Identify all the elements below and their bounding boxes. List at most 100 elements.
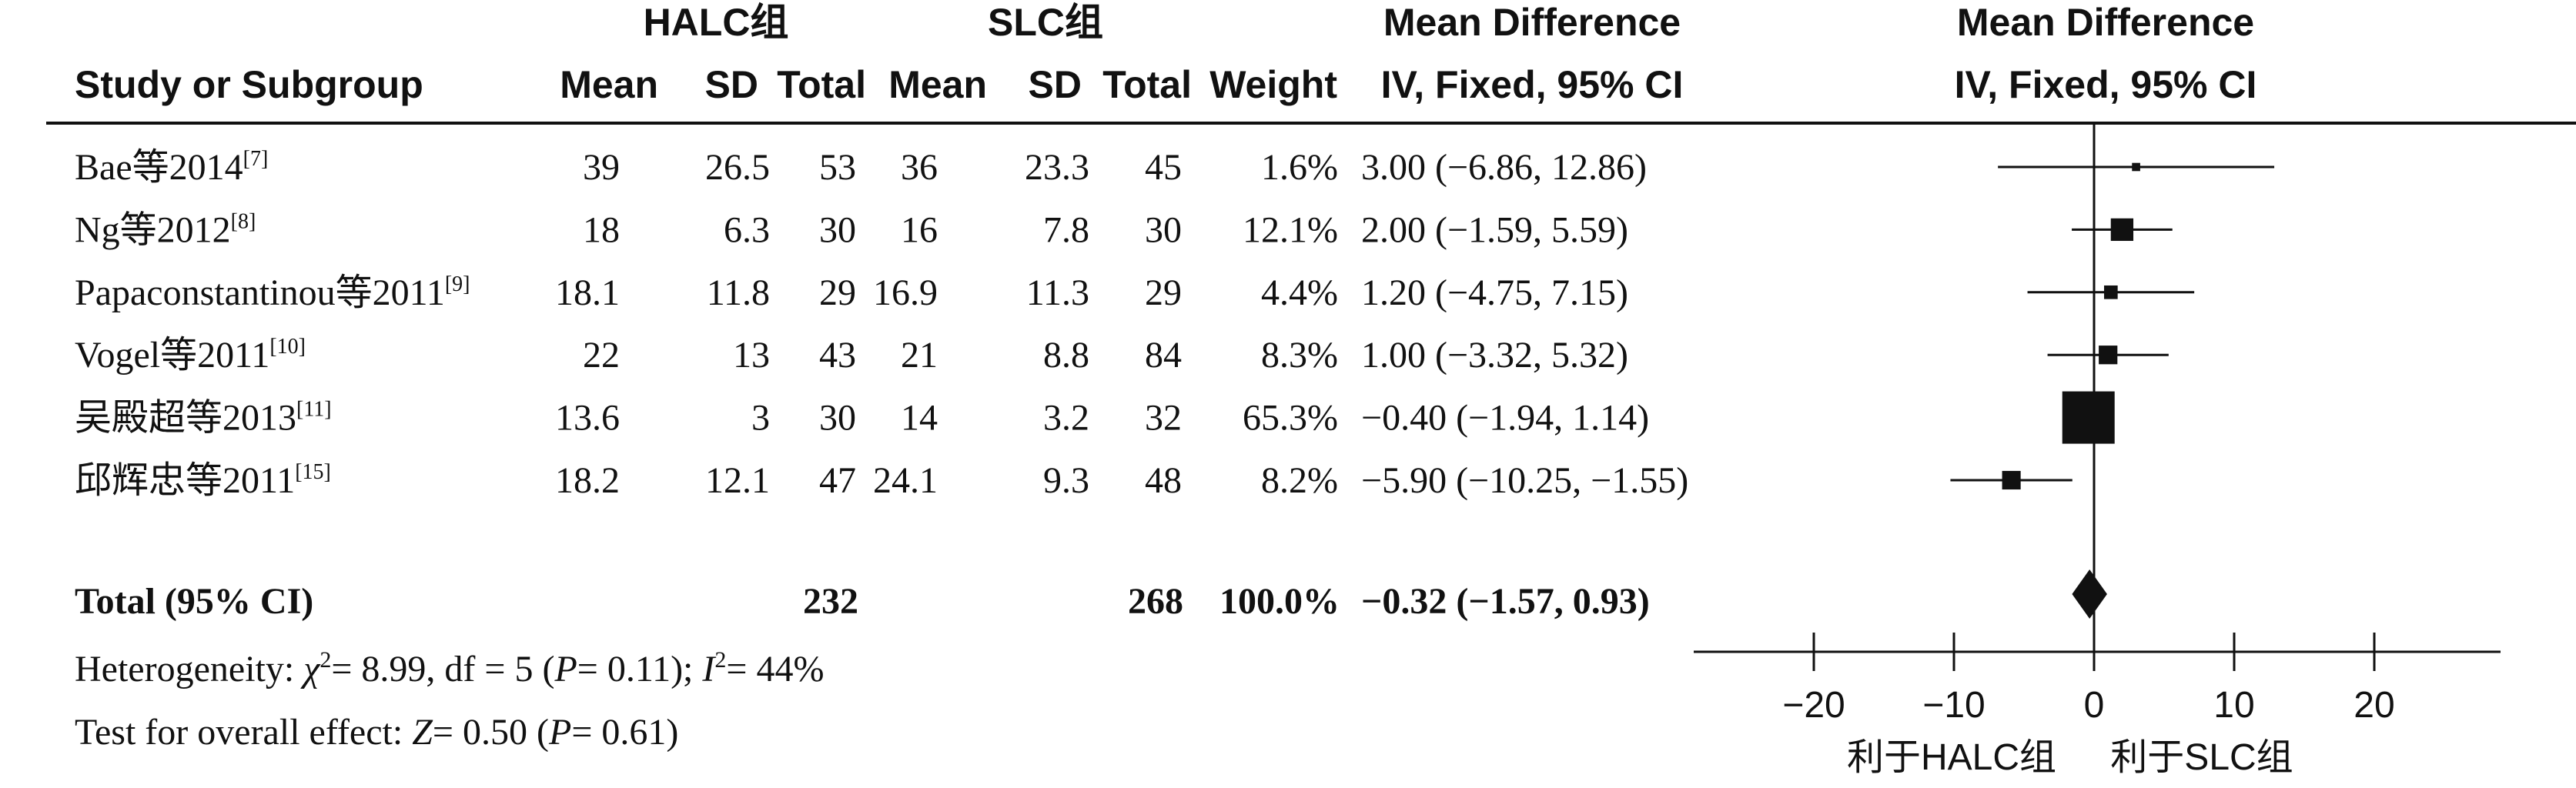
favours-left-label: 利于HALC组: [1847, 737, 2056, 778]
total-label: Total (95% CI): [75, 581, 313, 622]
sd-slc: 9.3: [1043, 460, 1089, 501]
total-slc: 29: [1145, 272, 1182, 313]
col-header-md-ci: IV, Fixed, 95% CI: [1381, 63, 1684, 106]
sd-halc: 6.3: [724, 209, 770, 250]
plot-header-line1: Mean Difference: [1957, 1, 2254, 44]
total-halc: 29: [819, 272, 856, 313]
mean-difference-ci: −5.90 (−10.25, −1.55): [1361, 460, 1688, 501]
sd-halc: 3: [751, 398, 770, 439]
weight: 4.4%: [1261, 272, 1338, 313]
point-estimate: [2104, 285, 2118, 299]
table-row: 邱辉忠等2011[15] 18.2 12.1 47 24.1 9.3 48 8.2% −5.90…: [75, 460, 1688, 501]
md-header-line1: Mean Difference: [1383, 1, 1681, 44]
table-row: Bae等2014[7] 39 26.5 53 36 23.3 45 1.6% 3.00 (−6.…: [75, 147, 1647, 188]
col-header-total2: Total: [1102, 63, 1192, 106]
heterogeneity-text: Heterogeneity: χ2= 8.99, df = 5 (P= 0.11…: [75, 647, 824, 690]
total-row: Total (95% CI) 232 268 100.0% −0.32 (−1.…: [75, 581, 1650, 622]
study-estimate: [2027, 285, 2195, 299]
weight: 65.3%: [1243, 398, 1338, 439]
mean-difference-ci: 3.00 (−6.86, 12.86): [1361, 147, 1647, 188]
total-slc: 45: [1145, 147, 1182, 188]
mean-halc: 18: [583, 209, 620, 250]
study-name: 吴殿超等2013[11]: [75, 398, 332, 439]
total-slc: 84: [1145, 335, 1182, 376]
sd-slc: 11.3: [1026, 272, 1089, 313]
mean-slc: 16: [901, 209, 938, 250]
total-slc: 48: [1145, 460, 1182, 501]
point-estimate: [2062, 391, 2115, 444]
sd-slc: 23.3: [1025, 147, 1089, 188]
table-row: Papaconstantinou等2011[9] 18.1 11.8 29 16.9 11…: [75, 272, 1628, 313]
plot-header-line2: IV, Fixed, 95% CI: [1955, 63, 2257, 106]
mean-halc: 39: [583, 147, 620, 188]
mean-slc: 16.9: [873, 272, 938, 313]
study-estimate: [2047, 346, 2169, 365]
total-slc: 30: [1145, 209, 1182, 250]
mean-difference-ci: 2.00 (−1.59, 5.59): [1361, 209, 1628, 250]
sd-slc: 8.8: [1043, 335, 1089, 376]
study-estimate: [1950, 470, 2073, 490]
study-name: 邱辉忠等2011[15]: [75, 460, 331, 501]
table-row: Vogel等2011[10] 22 13 43 21 8.8 84 8.3% 1.00 (−3.…: [75, 335, 1628, 376]
study-name: Papaconstantinou等2011[9]: [75, 272, 470, 313]
x-tick-label: 20: [2354, 685, 2394, 726]
total-halc: 30: [819, 209, 856, 250]
mean-slc: 14: [901, 398, 938, 439]
group-header-halc: HALC组: [644, 1, 789, 44]
sd-halc: 11.8: [707, 272, 770, 313]
study-estimate: [2062, 391, 2115, 444]
mean-halc: 18.1: [555, 272, 620, 313]
plot-marks: [1950, 162, 2275, 490]
mean-difference-ci: −0.40 (−1.94, 1.14): [1361, 398, 1649, 439]
mean-halc: 13.6: [555, 398, 620, 439]
mean-slc: 24.1: [873, 460, 938, 501]
study-estimate: [2072, 218, 2173, 242]
overall-effect-text: Test for overall effect: Z= 0.50 (P= 0.6…: [75, 712, 678, 753]
group-header-slc: SLC组: [988, 1, 1103, 44]
col-header-weight: Weight: [1209, 63, 1337, 106]
sd-slc: 7.8: [1043, 209, 1089, 250]
mean-difference-ci: 1.00 (−3.32, 5.32): [1361, 335, 1628, 376]
table-row: Ng等2012[8] 18 6.3 30 16 7.8 30 12.1% 2.00 (−1.59…: [75, 209, 1628, 250]
x-tick-label: −10: [1922, 685, 1985, 726]
study-name: Ng等2012[8]: [75, 209, 256, 250]
mean-halc: 18.2: [555, 460, 620, 501]
total-halc: 53: [819, 147, 856, 188]
point-estimate: [2110, 218, 2134, 242]
point-estimate: [2099, 346, 2118, 365]
study-name: Bae等2014[7]: [75, 147, 268, 188]
total-halc: 47: [819, 460, 856, 501]
total-slc: 268: [1128, 581, 1183, 622]
total-slc: 32: [1145, 398, 1182, 439]
point-estimate: [2132, 162, 2140, 172]
sd-halc: 13: [733, 335, 770, 376]
sd-halc: 12.1: [705, 460, 770, 501]
x-tick-label: −20: [1782, 685, 1845, 726]
col-header-mean2: Mean: [888, 63, 987, 106]
x-tick-label: 0: [2084, 685, 2105, 726]
sd-slc: 3.2: [1043, 398, 1089, 439]
x-tick-label: 10: [2213, 685, 2254, 726]
total-diamond: [2072, 569, 2107, 619]
study-estimate: [1998, 162, 2275, 172]
weight: 1.6%: [1261, 147, 1338, 188]
favours-right-label: 利于SLC组: [2110, 737, 2293, 778]
point-estimate: [2002, 470, 2021, 490]
study-rows: Bae等2014[7] 39 26.5 53 36 23.3 45 1.6% 3.00 (−6.…: [75, 147, 1688, 501]
sd-halc: 26.5: [705, 147, 770, 188]
col-header-sd1: SD: [705, 63, 758, 106]
total-halc: 30: [819, 398, 856, 439]
mean-slc: 21: [901, 335, 938, 376]
weight: 8.2%: [1261, 460, 1338, 501]
total-halc: 43: [819, 335, 856, 376]
table-row: 吴殿超等2013[11] 13.6 3 30 14 3.2 32 65.3% −0.40 (−1…: [75, 398, 1649, 439]
mean-halc: 22: [583, 335, 620, 376]
col-header-study: Study or Subgroup: [75, 63, 423, 106]
x-axis-ticks: −20 −10 0 10 20: [1782, 633, 2395, 726]
total-halc: 232: [803, 581, 858, 622]
mean-slc: 36: [901, 147, 938, 188]
col-header-total1: Total: [777, 63, 866, 106]
total-ci: −0.32 (−1.57, 0.93): [1361, 581, 1650, 622]
